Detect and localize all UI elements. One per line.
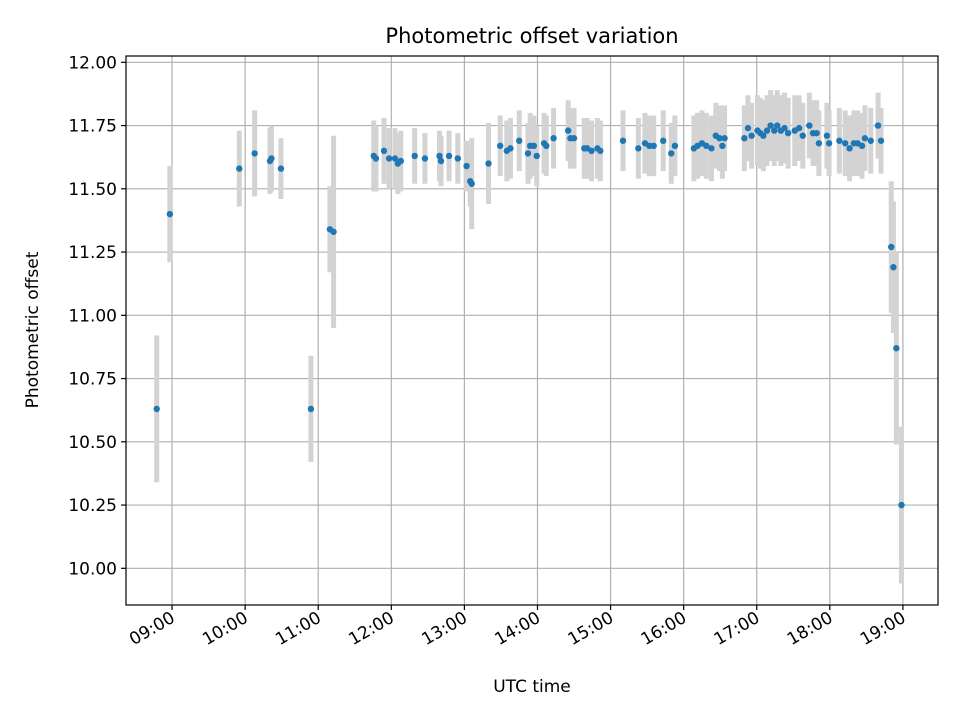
- data-point: [421, 155, 429, 162]
- data-point: [468, 180, 475, 187]
- data-point: [767, 122, 774, 129]
- data-point: [588, 147, 595, 155]
- data-point: [550, 135, 557, 142]
- data-point: [741, 135, 748, 142]
- data-point: [671, 142, 679, 150]
- data-point: [867, 137, 874, 144]
- data-point: [497, 142, 504, 150]
- data-point: [236, 165, 243, 172]
- data-point: [385, 155, 393, 162]
- y-tick-label: 11.50: [68, 180, 117, 200]
- data-point: [437, 157, 445, 165]
- data-point: [836, 137, 843, 144]
- plot-frame: [125, 55, 939, 606]
- data-point: [795, 124, 803, 132]
- data-point: [516, 137, 523, 144]
- data-point: [307, 405, 315, 413]
- data-point: [893, 345, 900, 352]
- y-tick-label: 12.00: [68, 53, 117, 73]
- data-point: [744, 124, 752, 132]
- data-point: [436, 152, 443, 160]
- data-point: [784, 129, 792, 137]
- data-point: [411, 152, 418, 160]
- data-point: [898, 501, 905, 509]
- data-point: [806, 122, 813, 129]
- data-point: [823, 132, 831, 139]
- chart-title: Photometric offset variation: [385, 24, 678, 48]
- data-point: [874, 122, 882, 129]
- data-point: [841, 140, 849, 147]
- x-axis-label: UTC time: [493, 677, 571, 697]
- data-point: [890, 264, 897, 271]
- data-point: [485, 160, 492, 167]
- y-axis-ticks: 10.00 10.25 10.50 10.75 11.00 11.25 11.50 11.75…: [68, 53, 126, 579]
- data-point: [597, 147, 604, 155]
- data-point: [877, 137, 885, 144]
- data-point: [391, 155, 399, 162]
- y-tick-label: 10.75: [68, 370, 117, 390]
- data-point: [454, 155, 462, 162]
- data-point: [530, 142, 538, 150]
- data-point: [646, 142, 653, 150]
- data-point: [543, 142, 550, 150]
- data-point: [153, 405, 160, 413]
- data-point: [533, 152, 540, 160]
- data-point: [524, 150, 532, 157]
- y-tick-label: 10.00: [68, 559, 117, 579]
- data-point: [397, 157, 405, 165]
- data-point: [564, 127, 572, 134]
- data-point: [668, 150, 675, 157]
- y-tick-label: 11.75: [68, 117, 117, 137]
- data-points: [153, 122, 905, 509]
- y-axis-label: Photometric offset: [23, 251, 43, 408]
- data-point: [372, 155, 380, 162]
- y-tick-label: 11.25: [68, 243, 117, 263]
- data-point: [771, 127, 778, 134]
- data-point: [166, 210, 174, 218]
- data-point: [888, 243, 895, 251]
- y-tick-label: 10.25: [68, 496, 117, 516]
- y-tick-label: 11.00: [68, 306, 117, 326]
- data-point: [716, 135, 723, 142]
- data-point: [760, 132, 767, 139]
- data-point: [748, 132, 755, 139]
- data-point: [846, 145, 853, 152]
- data-point: [719, 142, 726, 150]
- data-point: [650, 142, 657, 150]
- data-point: [721, 135, 728, 142]
- data-point: [815, 140, 823, 147]
- data-point: [330, 228, 337, 236]
- data-point: [635, 145, 642, 152]
- data-point: [781, 124, 788, 132]
- data-point: [774, 122, 781, 129]
- data-point: [708, 145, 715, 152]
- data-point: [463, 162, 470, 170]
- data-point: [813, 129, 820, 137]
- data-point: [507, 145, 514, 152]
- data-point: [268, 155, 275, 162]
- data-point: [703, 142, 710, 150]
- data-point: [799, 132, 806, 139]
- data-point: [825, 140, 833, 147]
- data-point: [763, 127, 771, 134]
- data-point: [445, 152, 453, 160]
- data-point: [858, 142, 866, 150]
- y-tick-label: 10.50: [68, 433, 117, 453]
- data-point: [380, 147, 388, 155]
- data-point: [570, 135, 578, 142]
- data-point: [277, 165, 285, 172]
- data-point: [251, 150, 258, 157]
- data-point: [861, 135, 869, 142]
- data-point: [659, 137, 667, 144]
- data-point: [619, 137, 627, 144]
